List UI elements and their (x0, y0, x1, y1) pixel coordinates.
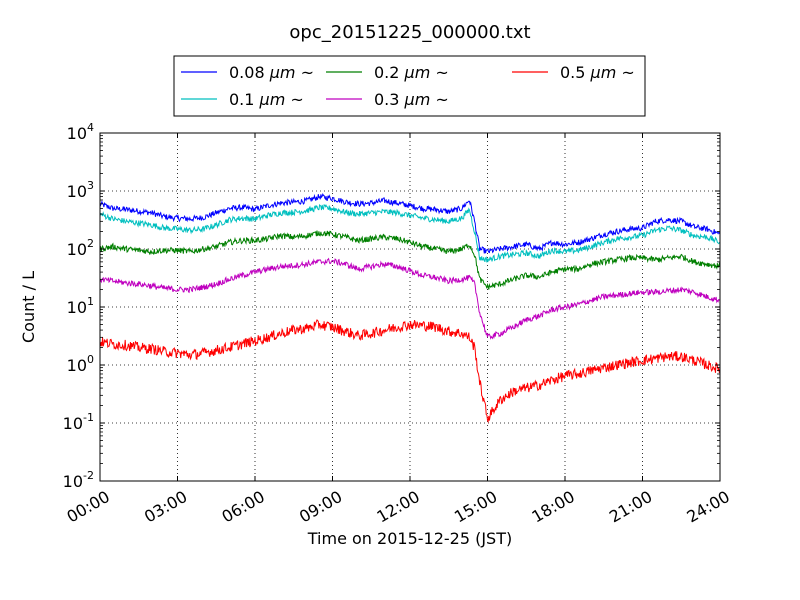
x-tick-label: 21:00 (606, 487, 655, 527)
legend-label: 0.3 μm ~ (374, 90, 449, 109)
series-line (99, 230, 721, 290)
x-tick-label: 06:00 (218, 487, 267, 527)
plot-area: 00:00 03:00 06:00 09:00 12:00 15:00 18:00 21:00… (63, 121, 733, 526)
x-tick-label: 00:00 (63, 487, 112, 527)
y-tick-label: 102 (67, 237, 94, 259)
y-tick-label: 100 (67, 353, 94, 375)
y-tick-label: 10-1 (63, 411, 94, 433)
y-tick-label: 101 (67, 295, 94, 317)
legend-box (173, 55, 646, 117)
legend-label: 0.1 μm ~ (229, 90, 304, 109)
x-tick-label: 15:00 (451, 487, 500, 527)
x-tick-label: 12:00 (373, 487, 422, 527)
y-tick-label: 104 (67, 121, 94, 143)
series-line (99, 192, 721, 254)
chart-title: opc_20151225_000000.txt (289, 22, 530, 43)
y-tick-label: 103 (67, 179, 94, 201)
x-axis-label: Time on 2015-12-25 (JST) (307, 529, 512, 548)
x-tick-label: 09:00 (296, 487, 345, 527)
series-line (99, 319, 721, 424)
series-line (99, 257, 721, 340)
legend-label: 0.08 μm ~ (229, 63, 314, 82)
x-tick-label: 03:00 (141, 487, 190, 527)
series-group (99, 192, 721, 424)
legend-label: 0.2 μm ~ (374, 63, 449, 82)
y-tick-label: 10-2 (63, 469, 94, 491)
legend-label: 0.5 μm ~ (560, 63, 635, 82)
series-line (99, 204, 721, 263)
y-axis-label: Count / L (19, 271, 38, 343)
legend: 0.08 μm ~ 0.1 μm ~ 0.2 μm ~ 0.3 μm ~ 0.5 μm … (173, 55, 646, 117)
x-tick-label: 24:00 (683, 487, 732, 527)
x-tick-label: 18:00 (528, 487, 577, 527)
